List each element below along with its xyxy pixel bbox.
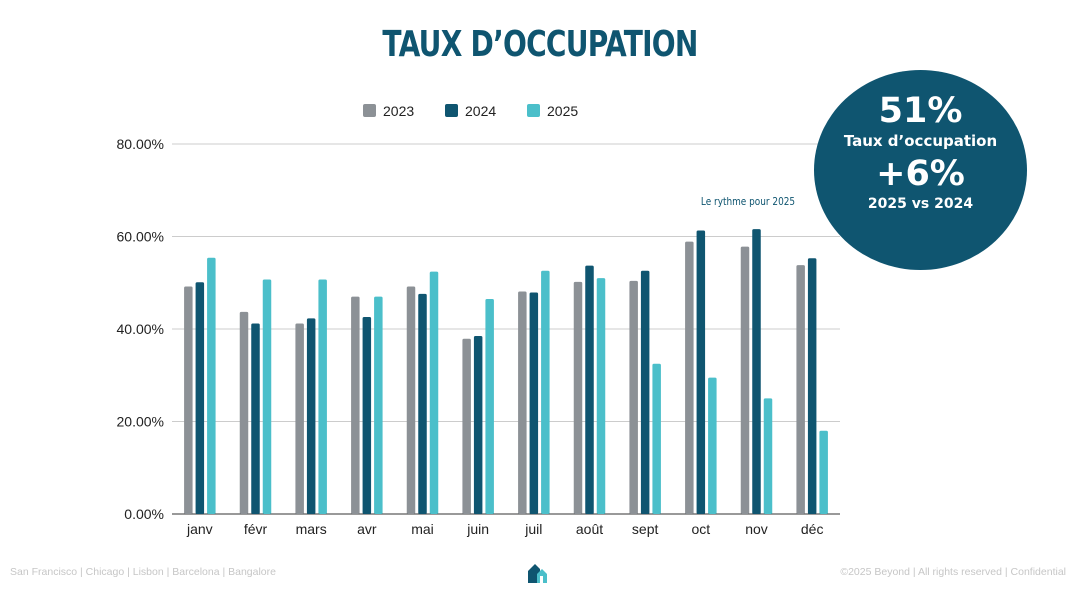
bar-2024-nov	[752, 229, 761, 514]
x-tick-label: nov	[745, 521, 768, 537]
bar-2025-sept	[652, 363, 661, 514]
bars	[184, 229, 828, 515]
bar-2025-juin	[485, 298, 494, 514]
legend-swatch-2023	[363, 104, 376, 117]
bar-2024-janv	[195, 282, 205, 514]
bar-2023-mars	[295, 323, 304, 514]
annotation-label: Le rythme pour 2025	[701, 196, 795, 208]
x-tick-label: janv	[186, 521, 213, 537]
page-title: TAUX D’OCCUPATION	[382, 24, 698, 65]
kpi-circle: 51% Taux d’occupation +6% 2025 vs 2024	[814, 70, 1027, 270]
legend-label-2023: 2023	[383, 103, 414, 119]
x-tick-label: avr	[357, 521, 377, 537]
bar-2023-sept	[629, 280, 638, 514]
y-tick-label: 80.00%	[117, 136, 164, 152]
bar-2024-avr	[362, 316, 372, 514]
bar-2023-déc	[796, 265, 805, 514]
bar-2025-août	[596, 278, 606, 514]
x-axis-ticks: janv févr mars avr mai juin juil août sept oct nov…	[186, 521, 823, 537]
bar-2025-janv	[207, 257, 216, 514]
y-tick-label: 0.00%	[124, 506, 164, 522]
bar-2025-oct	[708, 377, 717, 514]
bar-2025-mars	[318, 279, 327, 514]
bar-2023-août	[573, 281, 583, 514]
kpi-delta: +6%	[876, 154, 965, 194]
kpi-delta-label: 2025 vs 2024	[867, 196, 974, 212]
bar-2024-mai	[418, 293, 427, 514]
bar-2025-juil	[541, 270, 550, 514]
legend-label-2024: 2024	[465, 103, 496, 119]
bar-2025-nov	[763, 398, 773, 514]
y-tick-label: 40.00%	[117, 321, 164, 337]
bar-2023-juin	[462, 338, 471, 514]
x-tick-label: déc	[801, 521, 824, 537]
y-tick-label: 60.00%	[117, 229, 164, 245]
x-tick-label: sept	[632, 521, 659, 537]
bar-2023-juil	[518, 291, 527, 514]
bar-2025-mai	[429, 271, 439, 514]
legend: 2023 2024 2025	[363, 103, 578, 119]
x-tick-label: mars	[296, 521, 327, 537]
bar-2025-avr	[374, 296, 383, 514]
x-tick-label: févr	[244, 521, 268, 537]
bar-2023-mai	[406, 286, 416, 514]
bar-2024-oct	[696, 230, 706, 515]
bar-2024-août	[585, 265, 594, 514]
bar-2024-juin	[473, 335, 483, 514]
bar-2023-oct	[685, 241, 694, 514]
house-logo-icon	[528, 564, 547, 583]
bar-2025-déc	[819, 430, 828, 514]
x-tick-label: juin	[466, 521, 489, 537]
bar-2024-déc	[807, 258, 817, 514]
legend-swatch-2024	[445, 104, 458, 117]
bar-2024-févr	[251, 323, 260, 514]
legend-swatch-2025	[527, 104, 540, 117]
bar-2025-févr	[262, 279, 272, 514]
bar-2023-janv	[184, 286, 193, 514]
kpi-value: 51%	[878, 91, 963, 131]
bar-2024-mars	[306, 318, 316, 514]
footer-copyright: ©2025 Beyond | All rights reserved | Con…	[840, 566, 1066, 578]
legend-label-2025: 2025	[547, 103, 578, 119]
x-tick-label: mai	[411, 521, 434, 537]
y-tick-label: 20.00%	[117, 414, 164, 430]
grid-lines	[172, 143, 840, 515]
x-tick-label: oct	[691, 521, 710, 537]
bar-2023-avr	[351, 296, 360, 514]
x-tick-label: août	[576, 521, 603, 537]
x-tick-label: juil	[524, 521, 542, 537]
bar-2024-juil	[529, 292, 539, 514]
bar-2023-nov	[740, 246, 750, 515]
kpi-label: Taux d’occupation	[843, 132, 998, 150]
bar-2024-sept	[640, 270, 650, 514]
footer-locations: San Francisco | Chicago | Lisbon | Barce…	[10, 566, 276, 578]
y-axis-ticks: 0.00% 20.00% 40.00% 60.00% 80.00%	[117, 136, 164, 522]
bar-2023-févr	[239, 311, 249, 514]
